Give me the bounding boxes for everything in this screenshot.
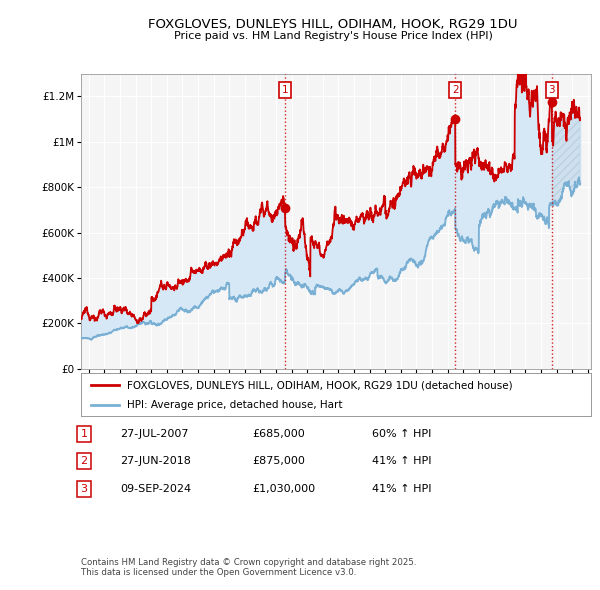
Text: 2: 2 xyxy=(80,457,88,466)
Text: 09-SEP-2024: 09-SEP-2024 xyxy=(120,484,191,494)
Text: 1: 1 xyxy=(281,85,288,95)
Text: £875,000: £875,000 xyxy=(252,457,305,466)
Text: 3: 3 xyxy=(548,85,555,95)
Text: FOXGLOVES, DUNLEYS HILL, ODIHAM, HOOK, RG29 1DU: FOXGLOVES, DUNLEYS HILL, ODIHAM, HOOK, R… xyxy=(148,18,518,31)
Text: 41% ↑ HPI: 41% ↑ HPI xyxy=(372,457,431,466)
Text: HPI: Average price, detached house, Hart: HPI: Average price, detached house, Hart xyxy=(127,401,343,410)
Text: Contains HM Land Registry data © Crown copyright and database right 2025.
This d: Contains HM Land Registry data © Crown c… xyxy=(81,558,416,577)
Text: 60% ↑ HPI: 60% ↑ HPI xyxy=(372,429,431,438)
Text: 27-JUN-2018: 27-JUN-2018 xyxy=(120,457,191,466)
Text: Price paid vs. HM Land Registry's House Price Index (HPI): Price paid vs. HM Land Registry's House … xyxy=(173,31,493,41)
Text: 27-JUL-2007: 27-JUL-2007 xyxy=(120,429,188,438)
Text: 2: 2 xyxy=(452,85,458,95)
Text: £1,030,000: £1,030,000 xyxy=(252,484,315,494)
Text: 3: 3 xyxy=(80,484,88,494)
Text: 41% ↑ HPI: 41% ↑ HPI xyxy=(372,484,431,494)
Text: 1: 1 xyxy=(80,429,88,438)
Text: £685,000: £685,000 xyxy=(252,429,305,438)
Text: FOXGLOVES, DUNLEYS HILL, ODIHAM, HOOK, RG29 1DU (detached house): FOXGLOVES, DUNLEYS HILL, ODIHAM, HOOK, R… xyxy=(127,381,512,391)
